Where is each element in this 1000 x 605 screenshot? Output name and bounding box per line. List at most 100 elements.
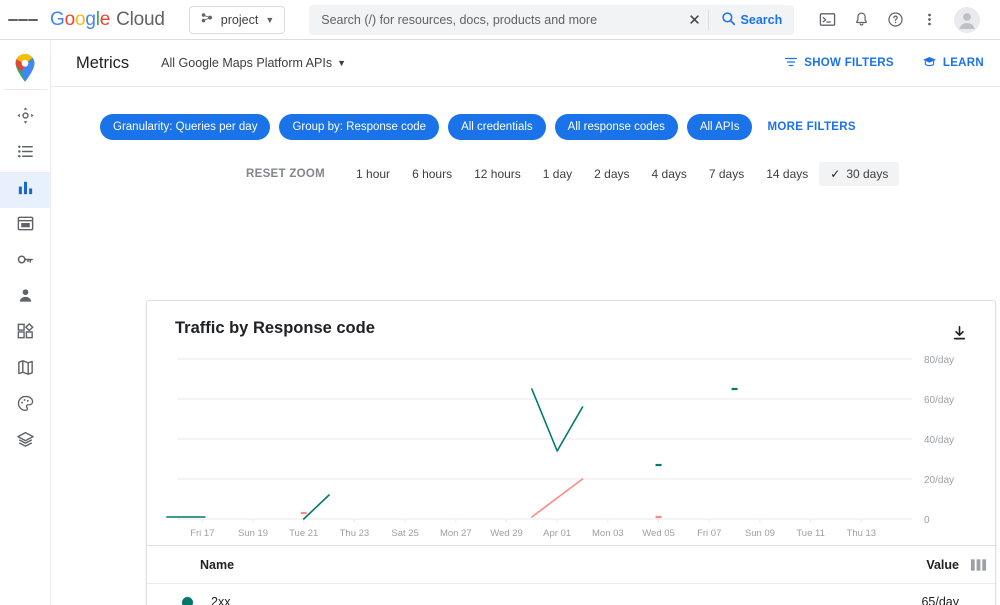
notifications-bell-icon[interactable] xyxy=(846,5,876,35)
time-range-selector: RESET ZOOM 1 hour 6 hours 12 hours 1 day… xyxy=(51,140,1000,186)
column-header-name: Name xyxy=(200,557,235,572)
oauth-consent-person-icon xyxy=(16,286,35,310)
logo-cloud-word: Cloud xyxy=(116,8,165,30)
svg-text:Sun 19: Sun 19 xyxy=(238,528,268,539)
reports-icon xyxy=(16,214,35,238)
line-chart[interactable]: 0 20/day 40/day 60/day 80/day Fri 17 Sun 19 Tue… xyxy=(147,347,997,542)
project-selector[interactable]: project ▼ xyxy=(188,5,286,34)
series-value: 65/day xyxy=(921,595,959,605)
card-header: Traffic by Response code xyxy=(147,301,995,347)
filter-chip-granularity[interactable]: Granularity: Queries per day xyxy=(100,114,271,140)
chip-label: All credentials xyxy=(461,121,533,133)
filter-chip-apis[interactable]: All APIs xyxy=(686,114,753,140)
search-button[interactable]: Search xyxy=(709,11,795,29)
range-4-days[interactable]: 4 days xyxy=(651,167,687,181)
svg-text:Tue 11: Tue 11 xyxy=(796,528,825,539)
range-30-days[interactable]: ✓ 30 days xyxy=(819,162,900,186)
traffic-chart-card: Traffic by Response code 0 20/day 40/day 60… xyxy=(146,300,997,605)
learn-button[interactable]: LEARN xyxy=(922,54,984,72)
svg-text:Wed 29: Wed 29 xyxy=(490,528,523,539)
svg-text:Tue 21: Tue 21 xyxy=(289,528,318,539)
filter-lines-icon xyxy=(784,55,798,72)
svg-text:Mon 27: Mon 27 xyxy=(440,528,472,539)
chip-label: Group by: Response code xyxy=(292,121,427,133)
page-header: Metrics All Google Maps Platform APIs ▼ … xyxy=(0,40,1000,87)
search-bar: ✕ Search xyxy=(309,4,795,35)
sidebar-item-map-management[interactable] xyxy=(0,352,51,388)
svg-text:Fri 17: Fri 17 xyxy=(190,528,214,539)
more-filters-button[interactable]: MORE FILTERS xyxy=(767,121,856,133)
sidebar-item-credentials[interactable] xyxy=(0,244,51,280)
google-cloud-logo[interactable]: Google Cloud xyxy=(50,9,165,31)
check-icon: ✓ xyxy=(830,167,841,181)
chip-label: All response codes xyxy=(567,121,665,133)
header-actions: SHOW FILTERS LEARN xyxy=(784,54,984,72)
range-1-day[interactable]: 1 day xyxy=(542,167,573,181)
google-maps-pin-logo[interactable] xyxy=(3,46,47,90)
logo-letter-g: G xyxy=(50,8,65,30)
datasets-layers-icon xyxy=(16,430,35,454)
svg-text:Wed 05: Wed 05 xyxy=(642,528,675,539)
sidebar-item-metrics[interactable] xyxy=(0,172,51,208)
svg-text:Sat 25: Sat 25 xyxy=(391,528,418,539)
filter-chip-credentials[interactable]: All credentials xyxy=(448,114,546,140)
download-icon[interactable] xyxy=(945,319,973,347)
sidebar-item-datasets[interactable] xyxy=(0,424,51,460)
search-button-label: Search xyxy=(740,12,783,27)
top-app-bar: Google Cloud project ▼ ✕ Search xyxy=(0,0,1000,40)
range-14-days[interactable]: 14 days xyxy=(766,167,809,181)
column-header-value: Value xyxy=(926,557,959,572)
sidebar-item-oauth-consent[interactable] xyxy=(0,280,51,316)
graduation-cap-icon xyxy=(922,54,937,72)
range-12-hours[interactable]: 12 hours xyxy=(474,167,521,181)
series-color-dot xyxy=(182,596,193,605)
api-scope-selector[interactable]: All Google Maps Platform APIs ▼ xyxy=(161,56,346,70)
sidebar-item-reports[interactable] xyxy=(0,208,51,244)
svg-text:0: 0 xyxy=(924,515,930,526)
table-header-row: Name Value xyxy=(147,545,997,583)
credentials-key-icon xyxy=(16,250,35,274)
logo-letter-l: l xyxy=(95,8,100,30)
account-avatar-icon[interactable] xyxy=(954,6,981,33)
sidebar-item-overview[interactable] xyxy=(0,100,51,136)
more-vert-icon[interactable] xyxy=(914,5,944,35)
list-apis-icon xyxy=(16,142,35,166)
left-nav-rail xyxy=(0,40,51,605)
chevron-down-icon: ▼ xyxy=(337,58,346,68)
project-selector-label: project xyxy=(220,12,259,27)
sidebar-item-apis-list[interactable] xyxy=(0,136,51,172)
svg-text:60/day: 60/day xyxy=(924,395,954,406)
svg-text:Sun 09: Sun 09 xyxy=(745,528,775,539)
sidebar-item-quotas[interactable] xyxy=(0,316,51,352)
svg-text:Thu 13: Thu 13 xyxy=(847,528,877,539)
chart-plot-area[interactable]: 0 20/day 40/day 60/day 80/day Fri 17 Sun 19 Tue… xyxy=(147,347,997,542)
metrics-bar-chart-icon xyxy=(16,178,35,202)
range-6-hours[interactable]: 6 hours xyxy=(412,167,453,181)
help-circle-icon[interactable] xyxy=(880,5,910,35)
table-row[interactable]: 2xx 65/day xyxy=(147,583,997,605)
filter-chip-response-codes[interactable]: All response codes xyxy=(554,114,678,140)
clear-search-icon[interactable]: ✕ xyxy=(688,11,701,29)
range-1-hour[interactable]: 1 hour xyxy=(356,167,391,181)
logo-letter-g2: g xyxy=(85,8,96,30)
svg-text:Thu 23: Thu 23 xyxy=(340,528,370,539)
cloud-shell-icon[interactable] xyxy=(812,5,842,35)
chip-label: All APIs xyxy=(699,121,740,133)
search-input[interactable] xyxy=(309,12,682,27)
reset-zoom-button[interactable]: RESET ZOOM xyxy=(246,168,326,180)
search-icon xyxy=(721,11,736,29)
filter-chip-group-by[interactable]: Group by: Response code xyxy=(279,114,440,140)
chart-title: Traffic by Response code xyxy=(175,319,375,337)
hamburger-menu-icon[interactable] xyxy=(8,5,38,35)
range-2-days[interactable]: 2 days xyxy=(594,167,630,181)
sidebar-item-map-styles[interactable] xyxy=(0,388,51,424)
range-7-days[interactable]: 7 days xyxy=(708,167,745,181)
page-title: Metrics xyxy=(76,53,130,72)
column-settings-icon[interactable] xyxy=(959,558,997,572)
logo-letter-o2: o xyxy=(74,8,86,30)
chevron-down-icon: ▼ xyxy=(265,14,275,25)
show-filters-button[interactable]: SHOW FILTERS xyxy=(784,55,894,72)
series-table: Name Value 2xx 65/day 4xx 1/day xyxy=(147,545,997,605)
svg-text:40/day: 40/day xyxy=(924,435,954,446)
top-bar-icons xyxy=(812,5,981,35)
